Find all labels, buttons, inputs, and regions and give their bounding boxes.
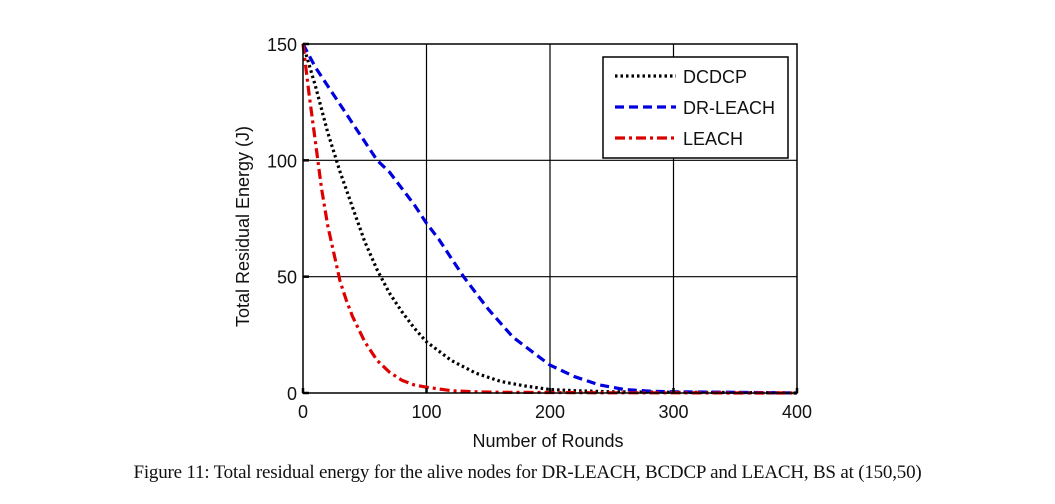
y-tick-label: 50 <box>277 268 297 288</box>
legend-label-dr-leach: DR-LEACH <box>683 98 775 118</box>
y-tick-label: 0 <box>287 384 297 404</box>
legend-label-dcdcp: DCDCP <box>683 67 747 87</box>
x-tick-label: 100 <box>411 402 441 422</box>
figure-caption: Figure 11: Total residual energy for the… <box>133 462 922 483</box>
chart: 0 100 200 300 400 0 50 100 150 Number of Rounds… <box>233 35 812 451</box>
x-tick-label: 400 <box>782 402 812 422</box>
legend: DCDCP DR-LEACH LEACH <box>602 56 789 159</box>
x-tick-label: 200 <box>535 402 565 422</box>
x-axis-label: Number of Rounds <box>472 431 623 451</box>
y-tick-label: 150 <box>267 35 297 55</box>
y-tick-label: 100 <box>267 151 297 171</box>
x-axis-ticks: 0 100 200 300 400 <box>298 388 812 422</box>
legend-label-leach: LEACH <box>683 129 743 149</box>
y-axis-ticks: 0 50 100 150 <box>267 35 309 404</box>
y-axis-label: Total Residual Energy (J) <box>233 126 253 327</box>
x-tick-label: 0 <box>298 402 308 422</box>
x-tick-label: 300 <box>658 402 688 422</box>
series-line-dr-leach <box>301 43 798 395</box>
series-line-dcdcp <box>301 43 798 395</box>
